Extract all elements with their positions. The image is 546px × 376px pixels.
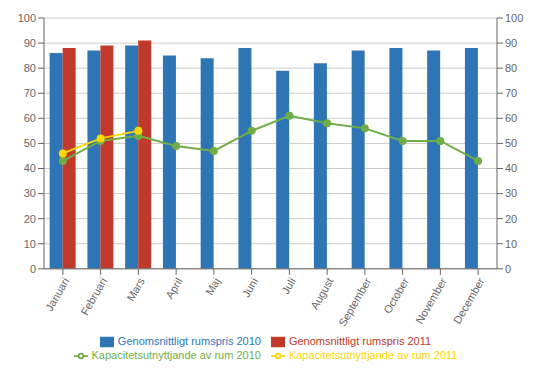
svg-text:Mars: Mars bbox=[124, 275, 147, 303]
svg-text:Februari: Februari bbox=[78, 276, 109, 317]
html-text:Kapacitetsutnyttjande av rum 2: Kapacitetsutnyttjande av rum 2010 bbox=[91, 348, 261, 361]
svg-text:Januari: Januari bbox=[43, 276, 71, 313]
svg-text:0: 0 bbox=[30, 263, 36, 275]
svg-text:70: 70 bbox=[24, 87, 36, 99]
svg-text:Maj: Maj bbox=[203, 276, 222, 297]
svg-text:October: October bbox=[381, 275, 411, 315]
svg-text:50: 50 bbox=[505, 137, 517, 149]
svg-text:100: 100 bbox=[505, 12, 523, 24]
svg-text:November: November bbox=[413, 275, 449, 325]
svg-text:0: 0 bbox=[505, 263, 511, 275]
svg-text:70: 70 bbox=[505, 87, 517, 99]
svg-text:90: 90 bbox=[505, 37, 517, 49]
svg-text:50: 50 bbox=[24, 137, 36, 149]
svg-text:100: 100 bbox=[18, 12, 36, 24]
svg-text:Juni: Juni bbox=[240, 276, 260, 299]
svg-text:20: 20 bbox=[24, 213, 36, 225]
html-text:Genomsnittligt rumspris 2010: Genomsnittligt rumspris 2010 bbox=[117, 334, 261, 347]
svg-text:September: September bbox=[336, 275, 373, 328]
svg-text:30: 30 bbox=[24, 187, 36, 199]
svg-text:60: 60 bbox=[24, 112, 36, 124]
svg-text:August: August bbox=[308, 276, 336, 312]
html-text:Genomsnittligt rumspris 2011: Genomsnittligt rumspris 2011 bbox=[288, 334, 432, 347]
svg-text:40: 40 bbox=[505, 162, 517, 174]
svg-text:10: 10 bbox=[505, 238, 517, 250]
svg-text:December: December bbox=[451, 275, 487, 325]
html-text:Kapacitetsutnyttjande av rum 2: Kapacitetsutnyttjande av rum 2011 bbox=[288, 348, 458, 361]
svg-text:60: 60 bbox=[505, 112, 517, 124]
svg-text:10: 10 bbox=[24, 238, 36, 250]
svg-text:80: 80 bbox=[24, 62, 36, 74]
svg-text:90: 90 bbox=[24, 37, 36, 49]
svg-text:April: April bbox=[163, 276, 184, 301]
svg-text:30: 30 bbox=[505, 187, 517, 199]
svg-text:Juli: Juli bbox=[279, 276, 298, 296]
svg-text:80: 80 bbox=[505, 62, 517, 74]
svg-text:40: 40 bbox=[24, 162, 36, 174]
svg-text:20: 20 bbox=[505, 213, 517, 225]
